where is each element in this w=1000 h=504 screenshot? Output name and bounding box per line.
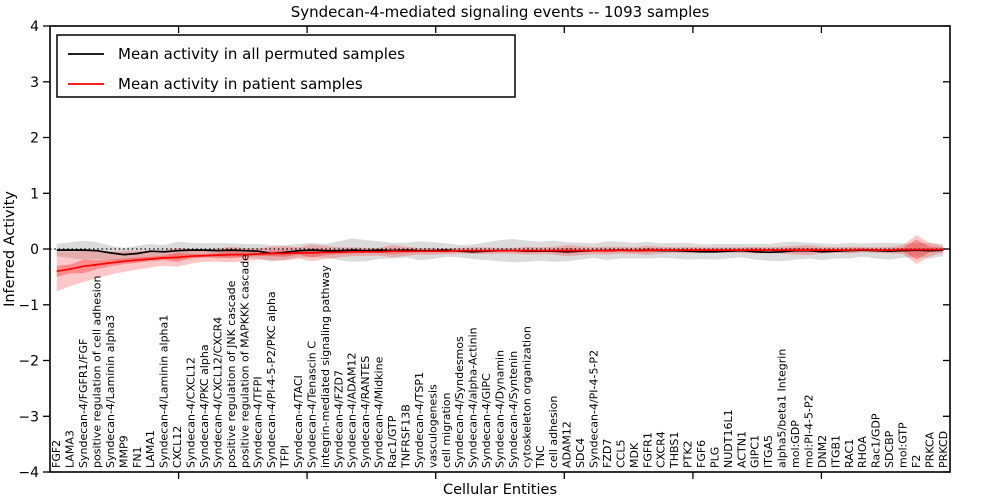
y-tick-label: 0 xyxy=(30,242,39,258)
x-tick-label: Syndecan-4/RANTES xyxy=(359,356,372,468)
y-axis-label: Inferred Activity xyxy=(2,191,18,307)
x-tick-label: positive regulation of MAPKKK cascade xyxy=(238,254,251,468)
chart-title: Syndecan-4-mediated signaling events -- … xyxy=(291,3,710,21)
x-tick-label: TNC xyxy=(534,445,547,469)
x-tick-label: Syndecan-4/Tenascin C xyxy=(305,341,318,468)
x-tick-label: Syndecan-4/FZD7 xyxy=(332,370,345,468)
x-tick-label: ADAM12 xyxy=(561,421,574,468)
x-tick-label: TNFRSF13B xyxy=(400,404,413,469)
x-tick-label: FN1 xyxy=(131,446,144,468)
x-tick-label: Syndecan-4/PKC alpha xyxy=(198,344,211,468)
x-tick-label: ITGA5 xyxy=(762,435,775,468)
x-tick-label: mol:GDP xyxy=(789,420,802,468)
x-tick-label: Rac1/GDP xyxy=(870,413,883,468)
x-tick-label: Syndecan-4/ADAM12 xyxy=(346,353,359,468)
x-tick-label: vasculogenesis xyxy=(426,384,439,468)
y-tick-label: 4 xyxy=(30,19,39,35)
x-tick-label: cell adhesion xyxy=(547,396,560,468)
x-tick-label: ACTN1 xyxy=(735,431,748,468)
series-line-1 xyxy=(56,248,944,273)
x-tick-label: CXCL12 xyxy=(171,426,184,468)
x-tick-label: Syndecan-4/Syndesmos xyxy=(453,336,466,468)
y-tick-label: −1 xyxy=(18,298,39,314)
x-tick-label: PRKCA xyxy=(923,431,936,468)
x-tick-label: Syndecan-4/FGFR1/FGF xyxy=(77,339,90,468)
x-tick-label: Syndecan-4/Dynamin xyxy=(494,350,507,468)
x-tick-label: mol:PI-4-5-P2 xyxy=(803,394,816,468)
x-tick-label: cytoskeleton organization xyxy=(520,326,533,468)
x-tick-label: CCL5 xyxy=(614,440,627,469)
x-tick-label: NUDT16L1 xyxy=(722,409,735,468)
x-tick-label: mol:GTP xyxy=(897,422,910,468)
x-tick-label: TFPI xyxy=(279,445,292,469)
y-tick-label: 1 xyxy=(30,186,39,202)
legend-label-patient: Mean activity in patient samples xyxy=(118,75,363,93)
x-tick-label: ITGB1 xyxy=(829,435,842,468)
x-tick-label: THBS1 xyxy=(668,432,681,469)
y-tick-label: 2 xyxy=(30,131,39,147)
x-tick-label: cell migration xyxy=(440,392,453,468)
y-tick-label: −2 xyxy=(18,354,39,370)
legend-box xyxy=(56,34,516,98)
x-tick-label: FGFR1 xyxy=(641,432,654,468)
x-tick-label: Rac1/GTP xyxy=(386,415,399,468)
x-tick-label: DNM2 xyxy=(816,435,829,468)
x-tick-label: Syndecan-4/TSP1 xyxy=(413,372,426,468)
x-tick-label: LAMA1 xyxy=(144,430,157,468)
x-tick-label: CXCR4 xyxy=(655,431,668,468)
x-tick-label: positive regulation of cell adhesion xyxy=(91,275,104,468)
plot-area: FGF2 LAMA3 Syndecan-4/FGFR1/FGF positive re… xyxy=(18,19,951,481)
x-tick-label: MMP9 xyxy=(117,435,130,468)
x-tick-label: Syndecan-4/CXCL12 xyxy=(185,357,198,468)
x-tick-label: FGF6 xyxy=(695,440,708,468)
x-axis-label: Cellular Entities xyxy=(443,482,557,498)
x-tick-label: RHOA xyxy=(856,436,869,468)
x-tick-label: Syndecan-4/PI-4-5-P2 xyxy=(588,350,601,468)
x-tick-label: PLG xyxy=(708,447,721,468)
x-tick-label: Syndecan-4/Laminin alpha3 xyxy=(104,315,117,468)
x-tick-label: Syndecan-4/Midkine xyxy=(373,356,386,468)
x-tick-label: Syndecan-4/TFPI xyxy=(252,376,265,468)
x-tick-label: FGF2 xyxy=(50,440,63,468)
x-tick-label: positive regulation of JNK cascade xyxy=(225,280,238,468)
x-tick-label: Syndecan-4/Laminin alpha1 xyxy=(158,315,171,468)
x-tick-label: integrin-mediated signaling pathway xyxy=(319,265,332,468)
y-tick-label: 3 xyxy=(30,75,39,91)
y-tick-label: −4 xyxy=(18,465,39,481)
x-tick-label: Syndecan-4/alpha-Actinin xyxy=(467,327,480,468)
x-tick-label: GIPC1 xyxy=(749,435,762,468)
x-tick-label: PRKCD xyxy=(937,431,950,468)
x-tick-label: Syndecan-4/Syntenin xyxy=(507,351,520,468)
y-tick-label: −3 xyxy=(18,409,39,425)
x-tick-label: Syndecan-4/GIPC xyxy=(480,373,493,468)
x-tick-label: F2 xyxy=(910,455,923,468)
x-tick-label: RAC1 xyxy=(843,439,856,468)
x-tick-label: alpha5/beta1 Integrin xyxy=(776,349,789,468)
axes-frame xyxy=(49,25,951,473)
x-tick-label: FZD7 xyxy=(601,439,614,468)
legend: Mean activity in all permuted samples Me… xyxy=(56,34,516,98)
x-tick-label: Syndecan-4/PI-4-5-P2/PKC alpha xyxy=(265,291,278,468)
x-tick-label: SDCBP xyxy=(883,430,896,468)
x-tick-label: Syndecan-4/TACI xyxy=(292,375,305,468)
legend-label-permuted: Mean activity in all permuted samples xyxy=(118,45,405,63)
x-tick-label: PTK2 xyxy=(682,440,695,468)
x-tick-label: MDK xyxy=(628,442,641,468)
x-tick-label: SDC4 xyxy=(574,438,587,468)
x-tick-label: Syndecan-4/CXCL12/CXCR4 xyxy=(211,317,224,468)
x-tick-label: LAMA3 xyxy=(64,430,77,468)
